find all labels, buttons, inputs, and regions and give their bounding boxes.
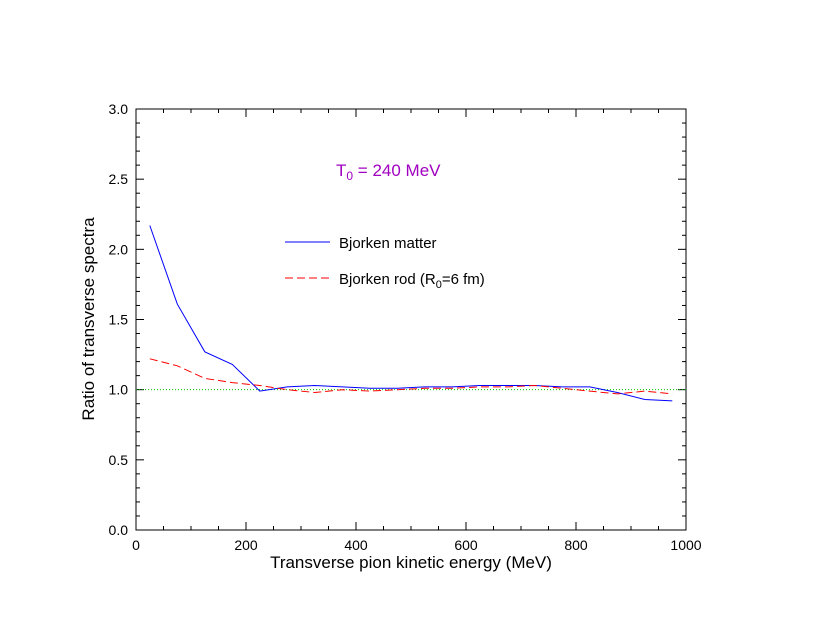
x-tick-label: 400 <box>344 537 368 553</box>
legend-label-bjorken-rod: Bjorken rod (R0=6 fm) <box>339 271 485 291</box>
x-tick-label: 1000 <box>670 537 701 553</box>
x-tick-label: 200 <box>234 537 258 553</box>
x-tick-label: 800 <box>564 537 588 553</box>
y-tick-label: 0.0 <box>109 522 129 538</box>
x-tick-label: 0 <box>132 537 140 553</box>
y-tick-label: 3.0 <box>109 101 129 117</box>
axis-tick-labels: 0 200 400 600 800 1000 0.0 0.5 1.0 1.5 2.0 2.5 3.0 <box>109 101 702 553</box>
series-line-bjorken-matter <box>149 225 673 402</box>
y-tick-label: 0.5 <box>109 452 129 468</box>
y-tick-label: 1.5 <box>109 312 129 328</box>
axis-ticks <box>135 108 687 531</box>
series-line-bjorken-rod <box>149 358 673 395</box>
legend: Bjorken matter Bjorken rod (R0=6 fm) <box>285 235 485 291</box>
y-axis-label: Ratio of transverse spectra <box>79 217 98 421</box>
series-lines <box>149 225 673 402</box>
y-tick-label: 2.0 <box>109 241 129 257</box>
y-tick-label: 1.0 <box>109 382 129 398</box>
legend-label-bjorken-matter: Bjorken matter <box>339 235 437 252</box>
x-tick-label: 600 <box>454 537 478 553</box>
x-axis-label: Transverse pion kinetic energy (MeV) <box>270 553 552 572</box>
y-tick-label: 2.5 <box>109 171 129 187</box>
annotation-text: T0 = 240 MeV <box>336 161 441 183</box>
